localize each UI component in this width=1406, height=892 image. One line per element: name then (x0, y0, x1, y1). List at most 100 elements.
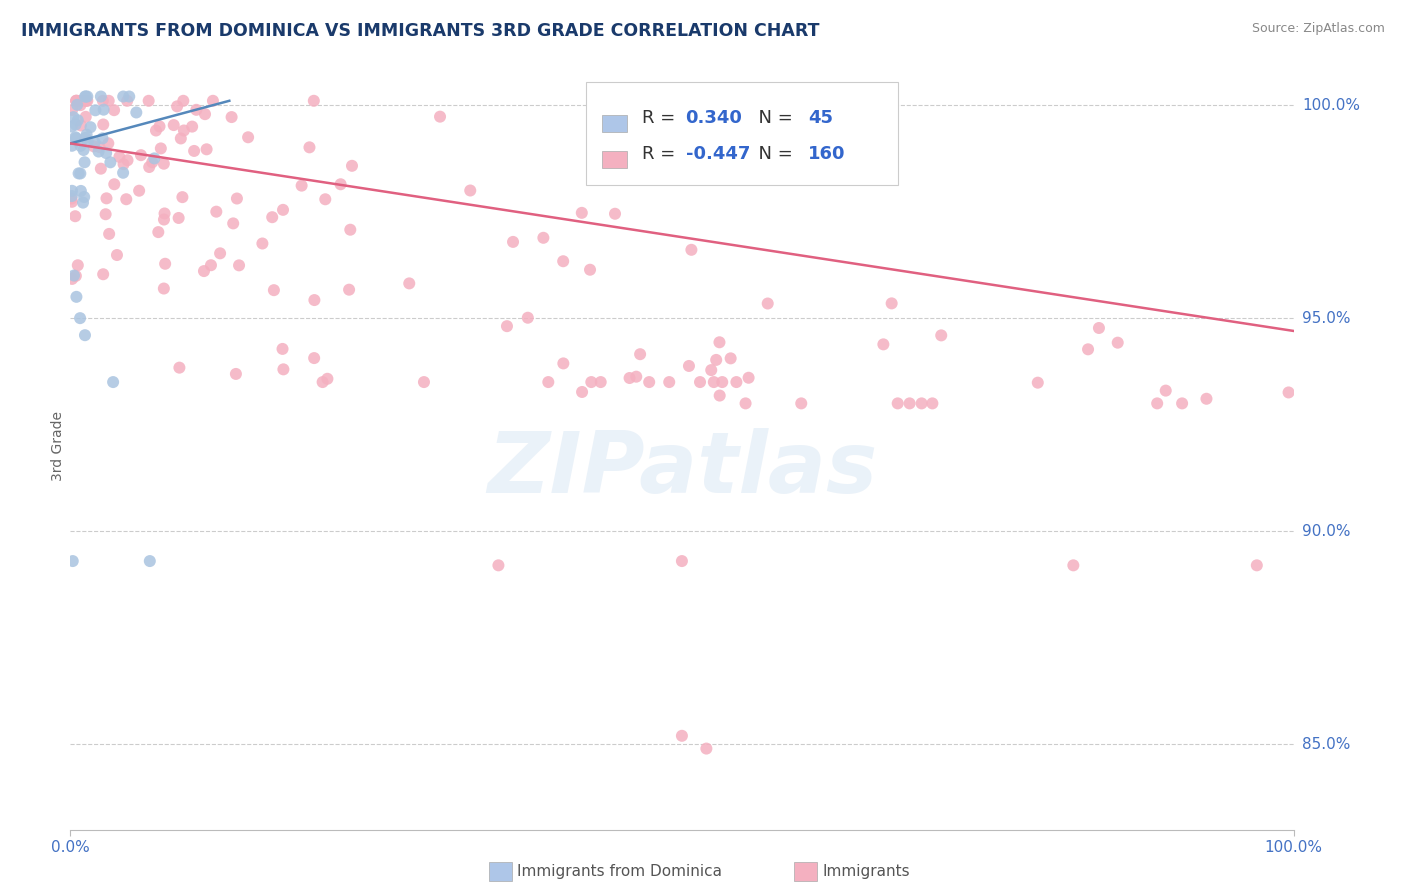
Point (291, 178, 314, 193)
Point (69, 94, 91, 108)
Point (502, 235, 524, 249)
Point (72, 195, 94, 210)
Point (72, 143, 94, 157)
Point (398, 277, 420, 291)
Point (105, 248, 128, 262)
Point (75, 94, 97, 108)
Point (553, 254, 575, 268)
Point (98, 155, 121, 169)
Point (579, 262, 602, 277)
Point (193, 264, 215, 278)
Point (695, 741, 717, 756)
Point (62, 110, 84, 124)
Point (138, 94, 160, 108)
Point (929, 328, 952, 343)
Point (73, 328, 96, 343)
Point (709, 335, 731, 350)
Point (125, 105, 148, 120)
Point (1246, 558, 1268, 573)
Point (236, 130, 259, 145)
Point (83, 136, 105, 150)
Point (112, 157, 135, 171)
Point (703, 375, 725, 389)
Point (711, 375, 734, 389)
Point (339, 223, 361, 237)
Point (76, 89, 98, 103)
Point (60, 184, 83, 198)
Point (516, 310, 538, 325)
Text: N =: N = (747, 145, 799, 163)
Point (880, 296, 903, 310)
Point (153, 206, 176, 220)
Text: Immigrants from Dominica: Immigrants from Dominica (517, 864, 723, 879)
Point (60, 192, 83, 206)
Text: 0.340: 0.340 (686, 110, 742, 128)
Point (910, 396, 932, 410)
Point (69, 98, 91, 112)
Point (734, 396, 756, 410)
Point (571, 206, 593, 220)
Point (181, 120, 204, 134)
Point (76, 135, 98, 149)
Point (89, 140, 111, 154)
Point (97, 136, 120, 151)
Point (1171, 396, 1194, 410)
Point (115, 94, 138, 108)
Point (73, 190, 96, 204)
Point (70, 119, 93, 133)
Point (225, 367, 247, 381)
Point (488, 558, 510, 573)
Point (531, 231, 554, 245)
Point (139, 554, 162, 568)
Point (153, 281, 176, 295)
Point (314, 192, 336, 206)
Text: ZIPatlas: ZIPatlas (486, 427, 877, 510)
Point (129, 148, 152, 162)
Point (183, 144, 205, 158)
Point (222, 216, 245, 230)
Point (75, 89, 97, 103)
Point (790, 396, 813, 410)
Point (228, 258, 250, 272)
Point (65, 94, 87, 108)
Point (115, 192, 138, 206)
Point (103, 103, 125, 118)
Point (69, 138, 91, 153)
Text: Source: ZipAtlas.com: Source: ZipAtlas.com (1251, 22, 1385, 36)
Point (172, 190, 194, 204)
Point (108, 150, 131, 164)
Point (589, 375, 612, 389)
Point (138, 160, 160, 174)
Point (304, 293, 326, 307)
Point (194, 107, 217, 121)
Point (273, 362, 295, 376)
Point (872, 337, 894, 351)
Point (69, 311, 91, 326)
Point (496, 319, 519, 334)
Point (65, 94, 87, 108)
Point (84, 103, 107, 118)
Point (413, 375, 436, 389)
Point (167, 211, 190, 225)
Point (65, 130, 87, 145)
Point (725, 375, 748, 389)
Text: R =: R = (641, 110, 681, 128)
Point (603, 207, 626, 221)
Point (98, 227, 121, 241)
Point (153, 157, 176, 171)
Point (681, 243, 703, 257)
Point (704, 352, 727, 367)
FancyBboxPatch shape (586, 81, 898, 186)
Point (1146, 396, 1168, 410)
Point (60, 120, 83, 134)
Point (263, 283, 285, 297)
Point (66, 97, 89, 112)
Point (709, 388, 731, 402)
Point (65, 131, 87, 145)
Point (101, 375, 124, 389)
Point (90, 161, 112, 176)
Point (302, 351, 325, 365)
Point (311, 375, 333, 389)
Point (671, 554, 693, 568)
Point (1195, 392, 1218, 406)
